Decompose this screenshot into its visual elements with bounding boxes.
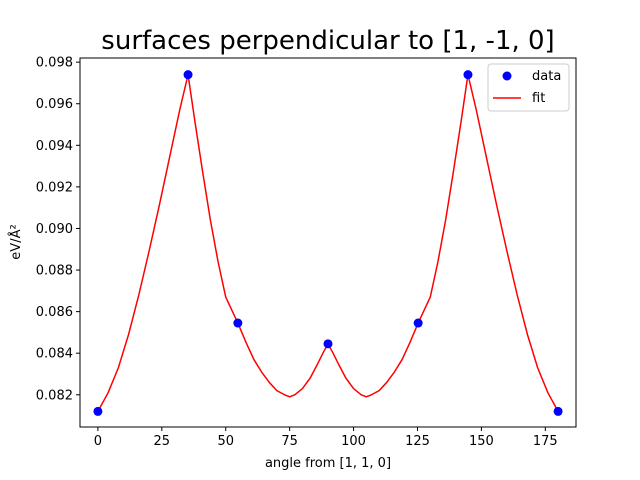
y-axis-label: eV/Å² — [8, 224, 24, 259]
y-tick-label: 0.094 — [36, 139, 73, 154]
chart-title: surfaces perpendicular to [1, -1, 0] — [101, 26, 554, 56]
x-tick-label: 0 — [94, 434, 102, 449]
x-axis-label: angle from [1, 1, 0] — [265, 456, 391, 471]
legend-data-label: data — [532, 69, 561, 84]
y-tick-label: 0.098 — [36, 56, 73, 71]
fit-line — [97, 73, 559, 412]
x-tick-label: 175 — [533, 434, 558, 449]
data-point — [93, 406, 103, 416]
legend-fit-label: fit — [532, 91, 545, 106]
data-point — [183, 70, 193, 80]
data-point — [233, 318, 243, 328]
x-tick-label: 25 — [154, 434, 171, 449]
x-tick-label: 150 — [469, 434, 494, 449]
legend: data fit — [487, 63, 570, 112]
y-tick-label: 0.082 — [36, 388, 73, 403]
plot-frame — [79, 57, 577, 428]
y-tick-label: 0.084 — [36, 347, 73, 362]
y-tick-label: 0.090 — [36, 222, 73, 237]
x-tick-label: 50 — [217, 434, 234, 449]
y-tick-label: 0.096 — [36, 97, 73, 112]
y-tick-label: 0.086 — [36, 305, 73, 320]
x-tick-label: 125 — [405, 434, 430, 449]
data-point — [413, 318, 423, 328]
x-tick-label: 75 — [281, 434, 298, 449]
legend-data-marker — [502, 71, 512, 81]
y-tick-label: 0.092 — [36, 180, 73, 195]
x-tick-label: 100 — [341, 434, 366, 449]
data-point — [323, 339, 333, 349]
data-point — [463, 70, 473, 80]
data-point — [553, 406, 563, 416]
y-tick-label: 0.088 — [36, 264, 73, 279]
